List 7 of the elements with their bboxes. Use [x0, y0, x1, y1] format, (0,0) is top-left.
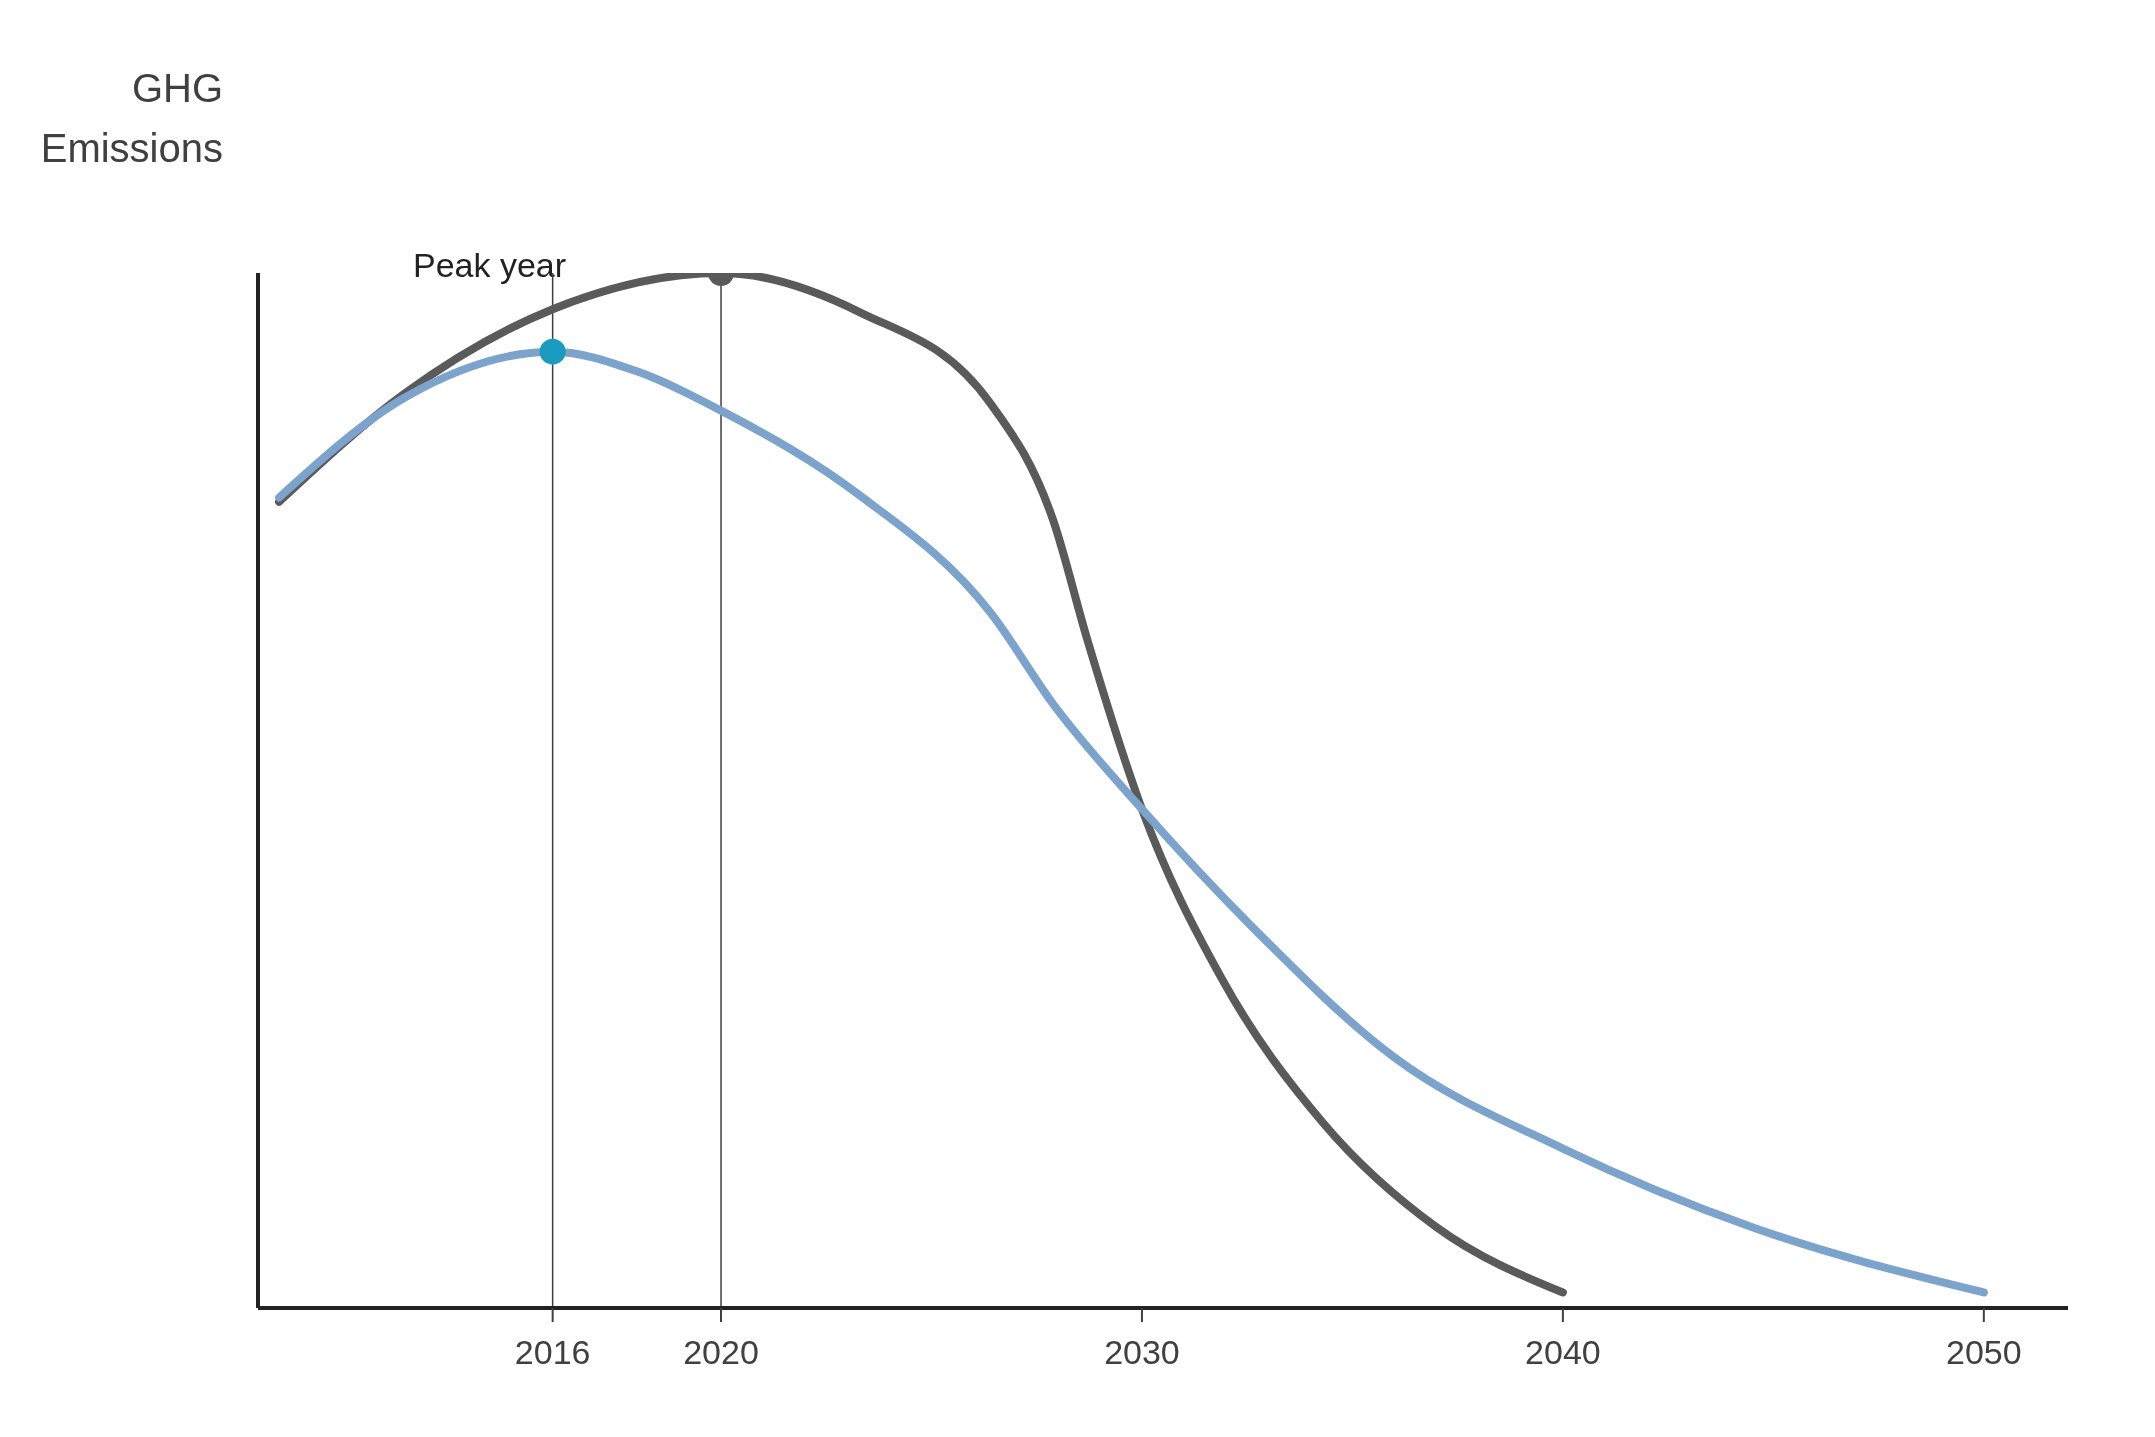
- y-axis-title: GHG Emissions: [39, 65, 223, 172]
- x-tick-label: 2040: [1525, 1333, 1601, 1372]
- x-tick-label: 2030: [1104, 1333, 1180, 1372]
- x-tick-label: 2020: [683, 1333, 759, 1372]
- annotation: Peak year: [413, 246, 567, 285]
- x-tick-label: 2016: [514, 1333, 591, 1372]
- x-tick-label: 2050: [1945, 1333, 2022, 1372]
